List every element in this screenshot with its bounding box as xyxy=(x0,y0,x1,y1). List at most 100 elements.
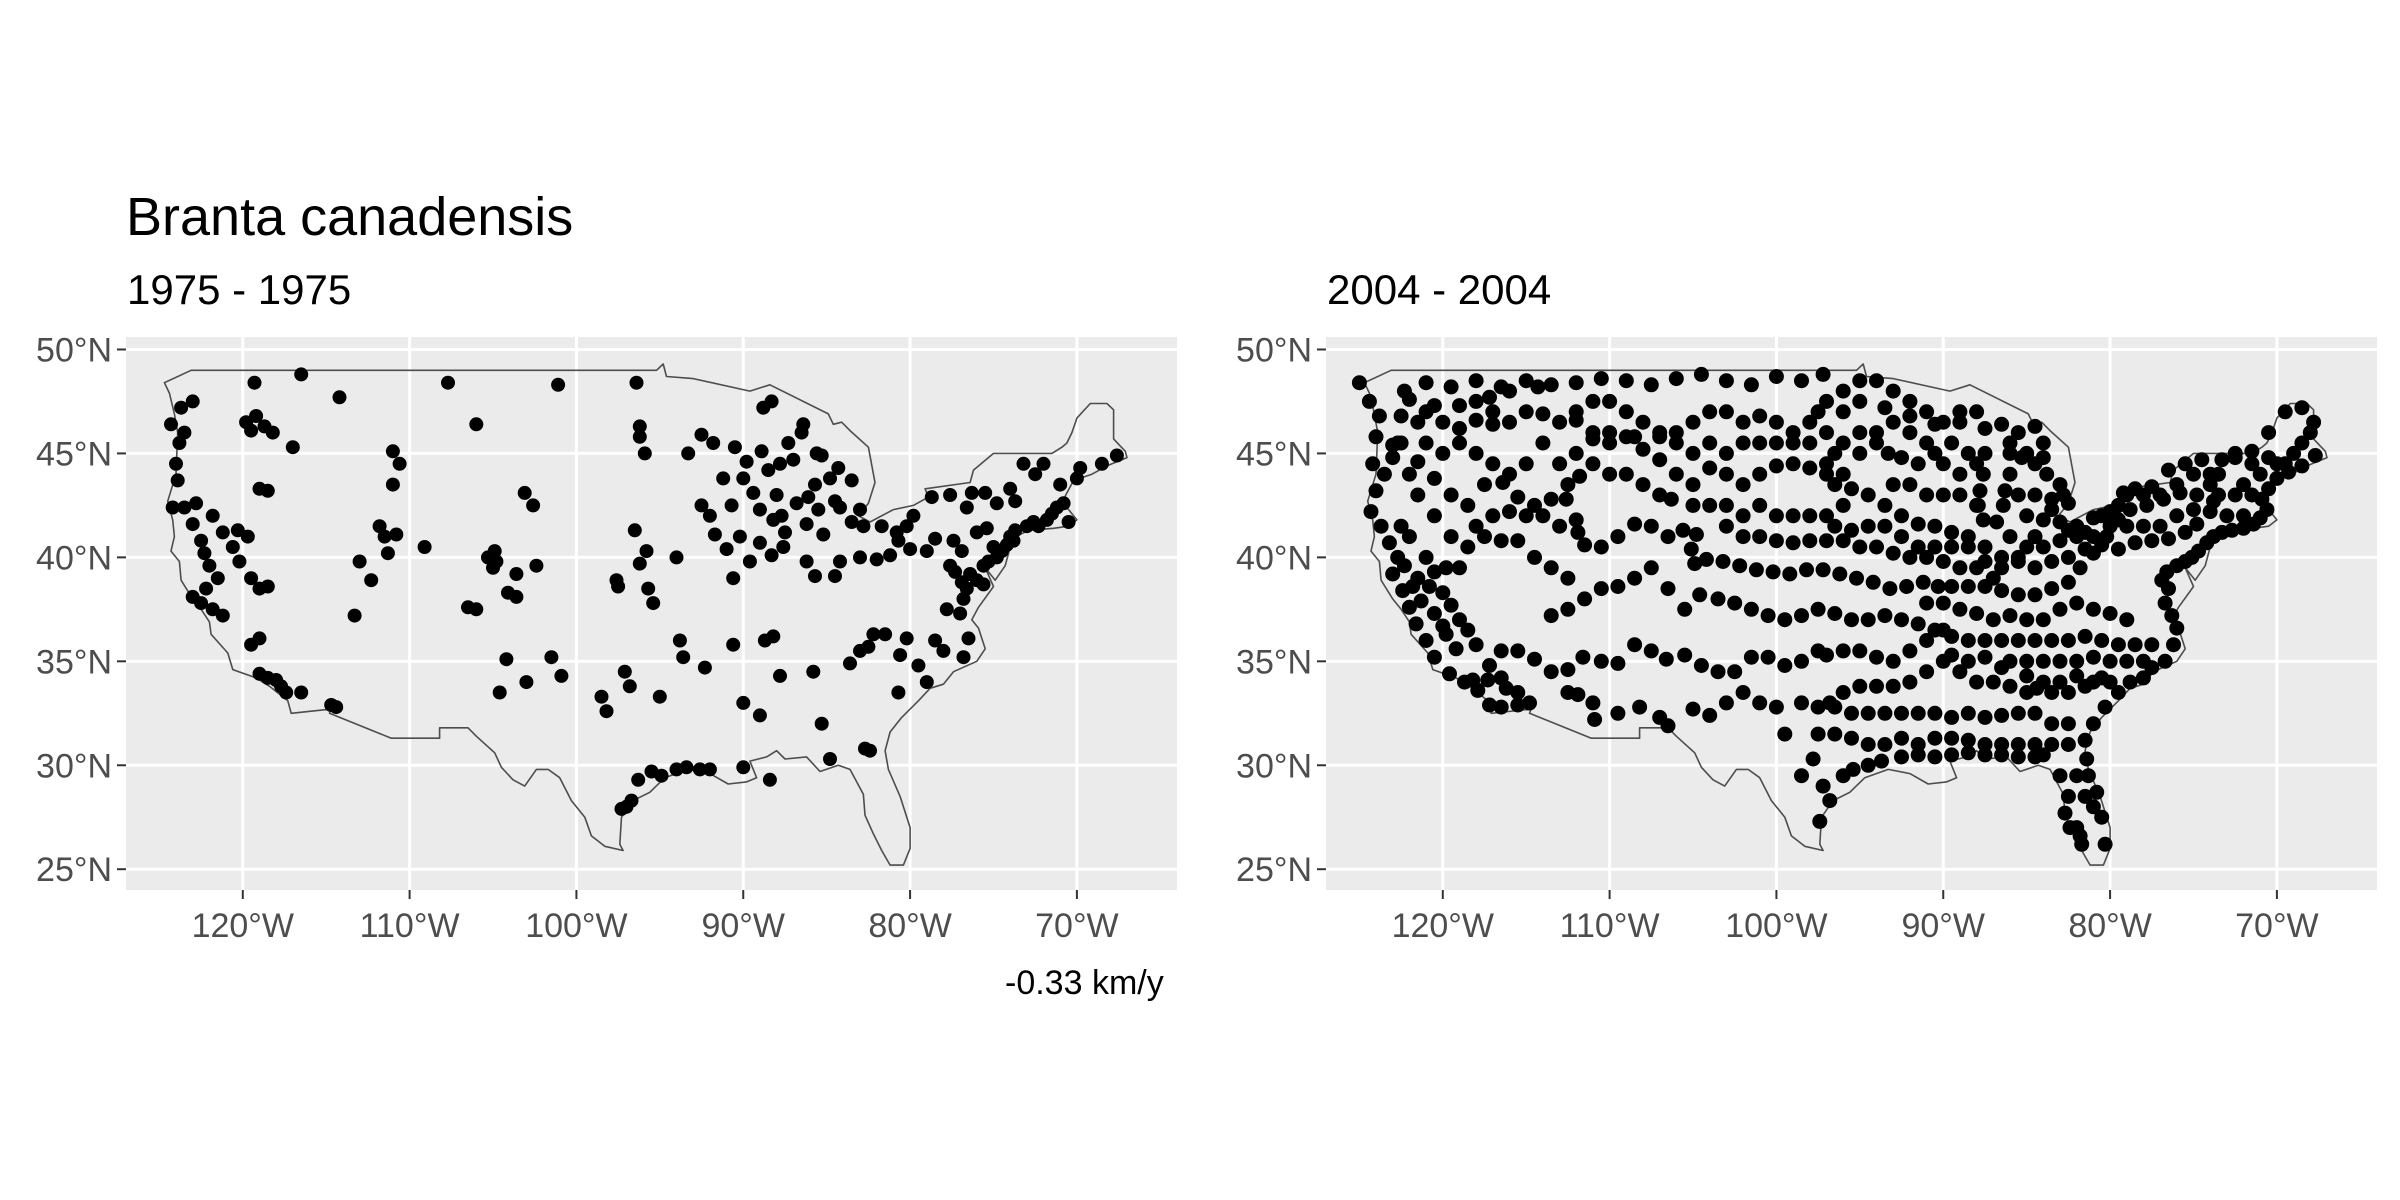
left-occurrence-point xyxy=(632,429,647,444)
left-occurrence-point xyxy=(385,444,400,459)
right-occurrence-point xyxy=(1810,404,1826,420)
right-occurrence-point xyxy=(2035,747,2051,763)
right-occurrence-point xyxy=(1702,460,1718,476)
right-occurrence-point xyxy=(1919,435,1935,451)
right-occurrence-point xyxy=(2166,637,2181,653)
right-x-tick-label: 80°W xyxy=(2068,907,2152,945)
left-y-tick-label: 50°N xyxy=(36,331,112,369)
right-occurrence-point xyxy=(1785,508,1801,524)
right-occurrence-point xyxy=(1396,558,1412,574)
right-occurrence-point xyxy=(1510,697,1526,713)
left-occurrence-point xyxy=(279,685,294,700)
left-occurrence-point xyxy=(828,494,842,509)
right-occurrence-point xyxy=(1822,793,1838,809)
right-occurrence-point xyxy=(2069,668,2085,684)
right-occurrence-point xyxy=(2080,768,2096,784)
left-occurrence-point xyxy=(831,461,846,475)
right-occurrence-point xyxy=(1677,647,1693,663)
left-occurrence-point xyxy=(1006,533,1021,548)
right-occurrence-point xyxy=(1660,529,1676,545)
right-occurrence-point xyxy=(1568,375,1584,391)
right-occurrence-point xyxy=(1426,564,1442,580)
right-occurrence-point xyxy=(1777,612,1793,628)
right-occurrence-point xyxy=(1794,653,1809,669)
right-occurrence-point xyxy=(1952,487,1968,503)
right-occurrence-point xyxy=(1498,680,1514,696)
right-occurrence-point xyxy=(1727,595,1743,611)
right-occurrence-point xyxy=(1452,560,1467,576)
right-occurrence-point xyxy=(1894,450,1909,466)
left-occurrence-point xyxy=(377,529,392,544)
right-occurrence-point xyxy=(2135,518,2151,534)
right-occurrence-point xyxy=(1426,470,1442,486)
left-occurrence-point xyxy=(1094,456,1109,471)
right-occurrence-point xyxy=(1822,695,1838,711)
left-occurrence-point xyxy=(961,631,976,646)
right-occurrence-point xyxy=(2035,674,2051,690)
right-occurrence-point xyxy=(1552,414,1568,430)
right-occurrence-point xyxy=(1405,579,1421,594)
right-occurrence-point xyxy=(1735,508,1751,524)
right-occurrence-point xyxy=(2072,828,2088,844)
right-occurrence-point xyxy=(1627,637,1643,653)
right-occurrence-point xyxy=(1585,431,1601,447)
right-occurrence-point xyxy=(1799,562,1814,578)
left-occurrence-point xyxy=(816,527,831,542)
right-occurrence-point xyxy=(1735,477,1751,493)
right-occurrence-point xyxy=(1844,705,1859,721)
right-occurrence-point xyxy=(1815,562,1831,578)
right-y-tick-label: 45°N xyxy=(1236,435,1312,473)
right-occurrence-point xyxy=(1960,745,1976,761)
right-occurrence-point xyxy=(1485,404,1501,420)
right-occurrence-point xyxy=(2261,425,2277,441)
right-occurrence-point xyxy=(1410,454,1426,470)
right-occurrence-point xyxy=(1977,421,1993,436)
right-occurrence-point xyxy=(1371,408,1387,424)
right-occurrence-point xyxy=(1860,705,1876,721)
right-occurrence-point xyxy=(1960,445,1976,461)
left-occurrence-point xyxy=(332,390,347,405)
right-occurrence-point xyxy=(1635,441,1651,457)
right-occurrence-point xyxy=(2085,674,2101,690)
right-y-tick-label: 30°N xyxy=(1236,747,1312,785)
left-x-tick-label: 110°W xyxy=(360,907,460,945)
right-occurrence-point xyxy=(1663,491,1679,507)
right-occurrence-point xyxy=(1794,695,1809,711)
left-occurrence-point xyxy=(469,417,484,432)
right-occurrence-point xyxy=(1960,633,1976,648)
right-occurrence-point xyxy=(2044,554,2060,569)
right-occurrence-point xyxy=(1688,527,1704,542)
left-occurrence-point xyxy=(956,650,971,665)
right-occurrence-point xyxy=(2189,487,2205,503)
left-occurrence-point xyxy=(1036,456,1051,471)
left-occurrence-point xyxy=(828,569,842,584)
right-occurrence-point xyxy=(1910,516,1926,532)
right-occurrence-point xyxy=(2169,620,2185,636)
right-occurrence-point xyxy=(1952,466,1968,482)
left-occurrence-point xyxy=(953,606,968,621)
right-occurrence-point xyxy=(2060,574,2076,590)
left-occurrence-point xyxy=(939,602,954,617)
right-occurrence-point xyxy=(1610,529,1626,545)
left-occurrence-point xyxy=(853,502,867,517)
right-occurrence-point xyxy=(1869,539,1884,555)
right-occurrence-point xyxy=(1560,570,1576,586)
right-occurrence-point xyxy=(1815,778,1831,794)
right-occurrence-point xyxy=(1390,435,1406,451)
left-occurrence-point xyxy=(329,700,344,715)
left-occurrence-point xyxy=(205,602,220,617)
right-occurrence-point xyxy=(1835,685,1851,700)
right-occurrence-point xyxy=(2135,487,2151,503)
right-occurrence-point xyxy=(1802,435,1818,451)
right-occurrence-point xyxy=(1401,529,1417,545)
right-occurrence-point xyxy=(2110,541,2126,557)
right-occurrence-point xyxy=(1844,730,1859,746)
right-occurrence-point xyxy=(1835,466,1851,482)
left-occurrence-point xyxy=(853,550,867,565)
left-occurrence-point xyxy=(215,525,230,540)
right-occurrence-point xyxy=(1426,606,1442,621)
left-occurrence-point xyxy=(781,436,796,450)
right-occurrence-point xyxy=(1902,643,1918,659)
left-occurrence-point xyxy=(177,500,192,515)
right-occurrence-point xyxy=(1448,641,1464,657)
